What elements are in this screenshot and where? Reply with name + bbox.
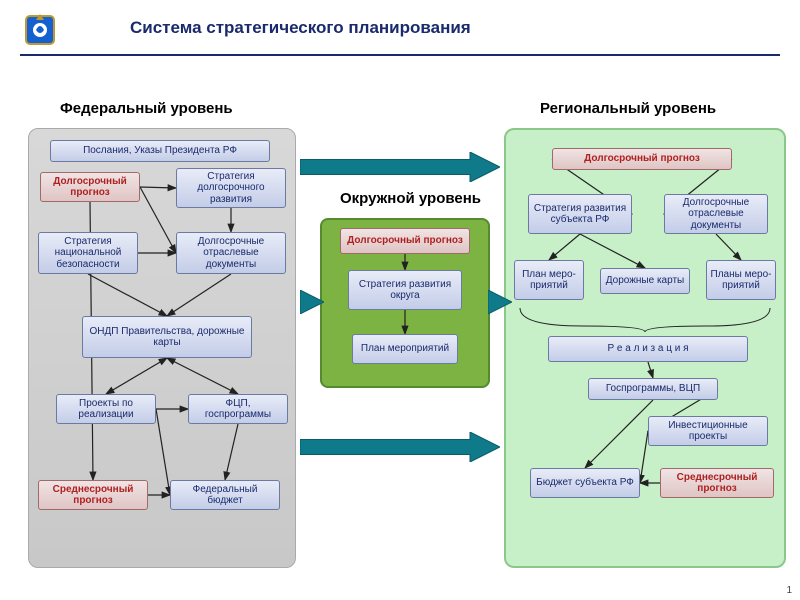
regional-box-reg-roadmap: Дорожные карты — [600, 268, 690, 294]
flow-arrow-0 — [300, 152, 500, 182]
regional-box-reg-midterm: Среднесрочный прогноз — [660, 468, 774, 498]
regional-box-reg-invest: Инвестиционные проекты — [648, 416, 768, 446]
coat-of-arms-icon — [20, 8, 60, 48]
flow-arrow-2 — [300, 432, 500, 462]
federal-box-fed-longterm: Долгосрочный прогноз — [40, 172, 140, 202]
federal-box-fed-ondp: ОНДП Правительства, дорожные карты — [82, 316, 252, 358]
regional-box-reg-longterm: Долгосрочный прогноз — [552, 148, 732, 170]
district-box-dist-plan: План мероприятий — [352, 334, 458, 364]
regional-box-reg-gosprog: Госпрограммы, ВЦП — [588, 378, 718, 400]
header: Система стратегического планирования — [0, 0, 800, 52]
district-box-dist-strategy: Стратегия развития округа — [348, 270, 462, 310]
regional-box-reg-plan2: Планы меро-приятий — [706, 260, 776, 300]
page-title: Система стратегического планирования — [130, 18, 471, 38]
regional-box-reg-budget: Бюджет субъекта РФ — [530, 468, 640, 498]
section-district: Окружной уровень — [340, 190, 481, 207]
regional-box-reg-sector: Долгосрочные отраслевые документы — [664, 194, 768, 234]
federal-box-fed-president: Послания, Указы Президента РФ — [50, 140, 270, 162]
regional-box-reg-strategy: Стратегия развития субъекта РФ — [528, 194, 632, 234]
district-box-dist-longterm: Долгосрочный прогноз — [340, 228, 470, 254]
federal-box-fed-budget: Федеральный бюджет — [170, 480, 280, 510]
section-federal: Федеральный уровень — [60, 100, 233, 117]
flow-arrow-1 — [300, 290, 324, 314]
federal-box-fed-fcp: ФЦП, госпрограммы — [188, 394, 288, 424]
federal-box-fed-projects: Проекты по реализации — [56, 394, 156, 424]
federal-box-fed-midterm: Среднесрочный прогноз — [38, 480, 148, 510]
section-regional: Региональный уровень — [540, 100, 716, 117]
federal-box-fed-natsec: Стратегия национальной безопасности — [38, 232, 138, 274]
regional-box-reg-plan1: План меро-приятий — [514, 260, 584, 300]
federal-box-fed-sector: Долгосрочные отраслевые документы — [176, 232, 286, 274]
header-rule — [20, 54, 780, 56]
federal-box-fed-strategy: Стратегия долгосрочного развития — [176, 168, 286, 208]
page-number: 1 — [786, 585, 792, 596]
regional-box-reg-realize: Р е а л и з а ц и я — [548, 336, 748, 362]
flow-arrow-3 — [488, 290, 512, 314]
